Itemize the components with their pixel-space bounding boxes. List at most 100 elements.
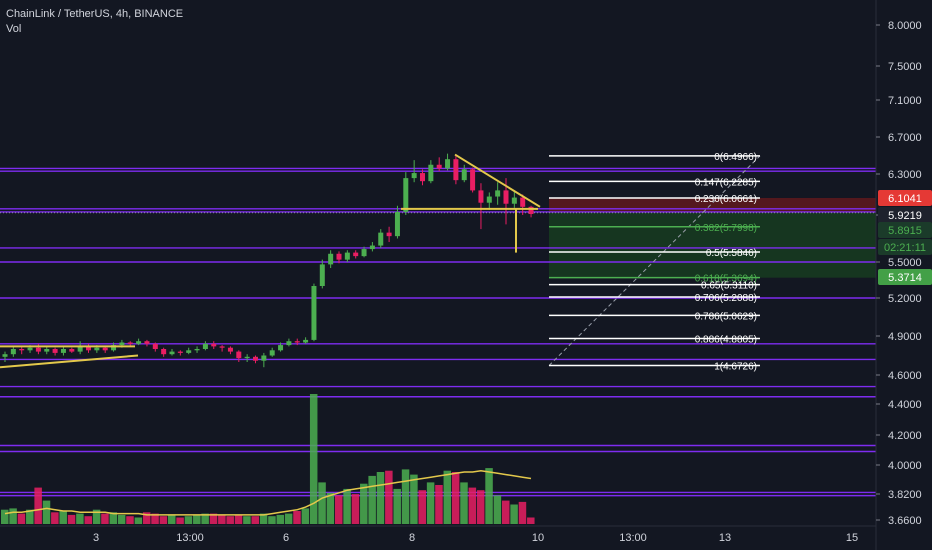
volume-bar [527,517,535,524]
candle-body [436,164,442,169]
volume-bar [326,492,335,524]
candle-body [369,245,375,250]
volume-bar [393,488,401,524]
candle-body [77,346,83,352]
candle-body [511,197,517,204]
price-label-box [878,239,932,255]
volume-bar [193,514,201,524]
volume-bar [268,516,276,524]
price-tick-label: 3.6600 [888,515,922,527]
price-tick-label: 7.5000 [888,61,922,73]
candle-body [27,347,33,351]
price-label-text: 5.9219 [888,210,922,222]
volume-bar [518,501,527,524]
fib-trend-line [548,155,761,366]
candle-body [10,349,16,355]
volume-bar [376,472,385,524]
price-tick-label: 8.0000 [888,20,922,32]
volume-bar [401,469,410,524]
candle-body [495,190,501,197]
volume-bar [176,517,184,524]
candle-body [227,347,233,352]
volume-bar [151,513,159,524]
candle-body [411,173,417,179]
volume-bar [351,494,360,524]
candle-body [177,351,183,353]
volume-bar [17,513,26,524]
price-label-box [878,269,932,285]
candle-body [303,339,309,343]
candle-body [361,249,367,257]
volume-bar [126,516,134,524]
candle-body [319,264,325,286]
price-tick-label: 6.7000 [888,132,922,144]
volume-bar [293,511,301,524]
volume-bar [9,508,17,524]
candle-body [286,341,292,346]
volume-bar [451,472,460,524]
volume-bar [234,514,243,524]
volume-bar [259,513,268,524]
candle-body [394,211,400,237]
volume-bar [435,485,443,524]
candle-body [236,351,242,359]
candle-body [94,347,100,351]
candle-body [119,342,125,346]
time-axis: 3 13:00 6 8 10 13:00 13 15 [93,532,858,544]
volume-bar [159,516,168,524]
volume-indicator-label[interactable]: Vol [6,23,22,35]
volume-bar [309,394,318,524]
time-tick-label: 3 [93,532,99,544]
volume-bar [168,514,176,524]
time-tick-label: 15 [846,532,858,544]
fib-level-label: 1(4.6726) [714,362,757,373]
volume-bar [101,513,109,524]
plot-area: 0(6.4966) 0.147(6.2285) 0.236(6.0661) 0.382… [0,152,876,524]
candle-body [336,253,342,260]
price-tick-label: 4.0000 [888,460,922,472]
volume-bar [251,516,259,524]
volume-bar [468,487,477,524]
candle-body [470,169,476,191]
volume-bar [209,513,218,524]
volume-bar [410,474,418,524]
fib-level-label: 0.65(5.3110) [701,281,757,292]
symbol-title[interactable]: ChainLink / TetherUS, 4h, BINANCE [6,8,184,20]
time-tick-label: 13:00 [619,532,647,544]
volume-bar [485,468,493,524]
volume-bar [510,504,518,524]
chart-header: ChainLink / TetherUS, 4h, BINANCE Vol [6,8,183,35]
candle-body [102,347,108,351]
candle-body [520,197,526,207]
volume-bar [426,482,435,524]
volume-bar [243,516,251,524]
candle-body [19,349,25,351]
time-tick-label: 13:00 [176,532,204,544]
price-axis: 8.00007.50007.10006.70006.30005.90005.50… [876,20,932,527]
candle-body [528,206,534,214]
candle-body [202,343,208,349]
candle-body [60,349,66,353]
price-tick-label: 4.6000 [888,370,922,382]
candle-body [420,173,425,182]
volume-bar [460,482,468,524]
candle-body [244,356,250,359]
candle-body [353,252,359,257]
price-label-box [878,207,932,223]
price-tick-label: 5.2000 [888,293,922,305]
candle-body [486,196,492,203]
candle-body [194,349,200,351]
candle-body [453,159,459,181]
candle-body [278,345,284,351]
fib-level-label: 0.618(5.3694) [695,274,757,285]
volume-bar [385,470,393,524]
volume-bar [301,508,310,524]
candle-body [52,349,58,353]
volume-bar [51,512,59,524]
volume-bar [360,483,368,524]
candle-body [478,190,484,203]
fib-level-label: 0.236(6.0661) [695,194,757,205]
price-tick-label: 4.4000 [888,399,922,411]
